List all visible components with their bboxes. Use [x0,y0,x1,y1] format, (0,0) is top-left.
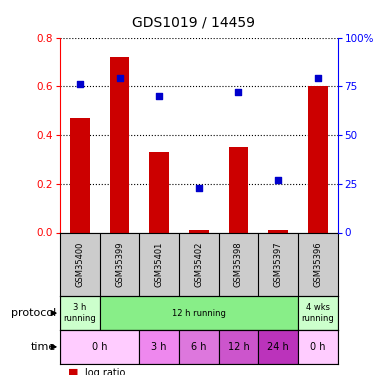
Point [116,75,123,81]
Text: GSM35398: GSM35398 [234,242,243,287]
Text: GSM35402: GSM35402 [194,242,203,287]
Text: 4 wks
running: 4 wks running [301,303,334,323]
Point [315,75,321,81]
Bar [139,330,179,364]
Text: 0 h: 0 h [310,342,326,352]
Bar [219,330,258,364]
Text: log ratio: log ratio [85,368,126,375]
Bar [258,330,298,364]
Text: 12 h: 12 h [228,342,249,352]
Text: GSM35401: GSM35401 [155,242,164,287]
Text: ■: ■ [68,368,78,375]
Bar [298,330,338,364]
Text: GDS1019 / 14459: GDS1019 / 14459 [132,15,256,29]
Bar [229,147,248,232]
Point [77,81,83,87]
Text: GSM35399: GSM35399 [115,242,124,287]
Text: 24 h: 24 h [267,342,289,352]
Text: GSM35396: GSM35396 [313,242,322,287]
Text: 3 h: 3 h [151,342,167,352]
Text: 6 h: 6 h [191,342,206,352]
Bar [308,86,327,232]
Bar [179,330,219,364]
Bar [60,330,139,364]
Bar [60,296,100,330]
Point [196,184,202,190]
Bar [149,152,169,232]
Text: GSM35400: GSM35400 [75,242,85,287]
Text: protocol: protocol [11,308,56,318]
Text: 3 h
running: 3 h running [64,303,96,323]
Point [156,93,162,99]
Text: 12 h running: 12 h running [172,309,226,318]
Text: time: time [31,342,56,352]
Bar [298,296,338,330]
Bar [100,296,298,330]
Point [275,177,281,183]
Text: 0 h: 0 h [92,342,107,352]
Point [236,89,242,95]
Bar [70,118,90,232]
Bar [110,57,130,232]
Text: GSM35397: GSM35397 [274,242,282,287]
Bar [189,230,209,232]
Bar [268,230,288,232]
